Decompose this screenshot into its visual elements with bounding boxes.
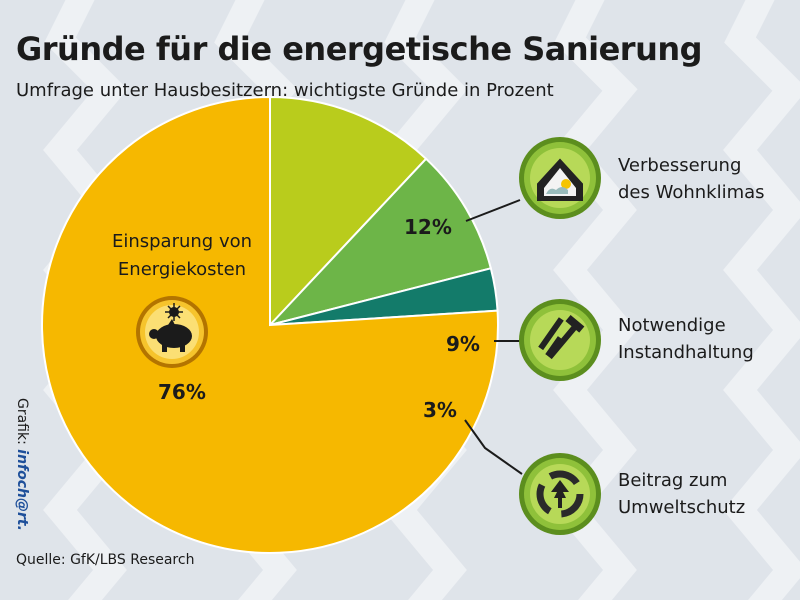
piggy-bank-icon xyxy=(136,296,208,368)
legend-instand-line-2: Instandhaltung xyxy=(618,342,754,363)
source-note: Quelle: GfK/LBS Research xyxy=(16,552,195,568)
slice-instandhaltung xyxy=(266,157,493,327)
value-label-wohnklima: 12% xyxy=(404,215,452,239)
leader-line-wohnklima xyxy=(465,199,521,222)
credit-prefix: Grafik: xyxy=(14,398,30,450)
slice-wohnklima xyxy=(269,95,428,328)
legend-umwelt: Beitrag zum Umweltschutz xyxy=(618,467,745,521)
slice-energiekosten xyxy=(41,95,499,554)
legend-umwelt-line-2: Umweltschutz xyxy=(618,497,746,518)
legend-wohnklima: Verbesserung des Wohnklimas xyxy=(618,152,765,206)
value-label-instand: 9% xyxy=(446,332,480,356)
value-label-energiekosten: 76% xyxy=(158,380,206,404)
legend-umwelt-line-1: Beitrag zum xyxy=(618,470,728,491)
chart-subtitle: Umfrage unter Hausbesitzern: wichtigste … xyxy=(16,80,554,101)
slice-label-energiekosten: Einsparung von Energiekosten xyxy=(92,228,272,284)
tools-icon xyxy=(519,299,601,381)
legend-wohnklima-line-1: Verbesserung xyxy=(618,155,742,176)
slice-label-line-1: Einsparung von xyxy=(111,231,253,252)
chart-title: Gründe für die energetische Sanierung xyxy=(16,30,703,68)
legend-instand-line-1: Notwendige xyxy=(618,315,726,336)
value-label-umwelt: 3% xyxy=(423,398,457,422)
leader-line-umwelt xyxy=(464,419,523,475)
legend-instand: Notwendige Instandhaltung xyxy=(618,312,754,366)
slice-label-line-2: Energiekosten xyxy=(117,259,247,280)
legend-wohnklima-line-2: des Wohnklimas xyxy=(618,182,765,203)
house-sun-icon xyxy=(519,137,601,219)
graphic-credit: Grafik: infoch@rt. xyxy=(14,398,30,531)
recycle-tree-icon xyxy=(519,453,601,535)
credit-brand: infoch@rt. xyxy=(14,449,30,531)
